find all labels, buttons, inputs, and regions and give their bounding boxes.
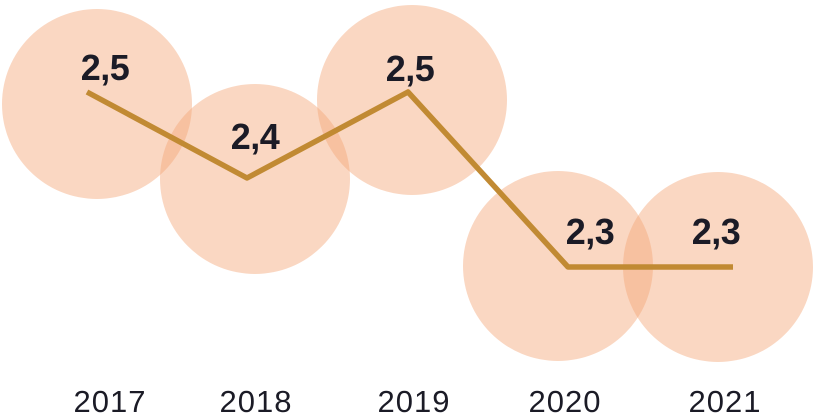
value-label-2021: 2,3 <box>691 211 741 252</box>
bubble-2018 <box>160 84 350 274</box>
trend-line <box>85 89 733 270</box>
value-label-2020: 2,3 <box>565 211 615 252</box>
bubble-2017 <box>2 9 192 199</box>
x-axis-label-2019: 2019 <box>377 384 451 415</box>
value-label-2018: 2,4 <box>230 116 280 157</box>
x-axis-label-2020: 2020 <box>528 384 602 415</box>
x-axis-label-2021: 2021 <box>688 384 762 415</box>
x-axis-label-2018: 2018 <box>219 384 293 415</box>
value-label-2017: 2,5 <box>80 47 130 88</box>
x-axis-label-2017: 2017 <box>73 384 147 415</box>
bubble-2020 <box>463 171 653 361</box>
value-label-2019: 2,5 <box>385 48 435 89</box>
